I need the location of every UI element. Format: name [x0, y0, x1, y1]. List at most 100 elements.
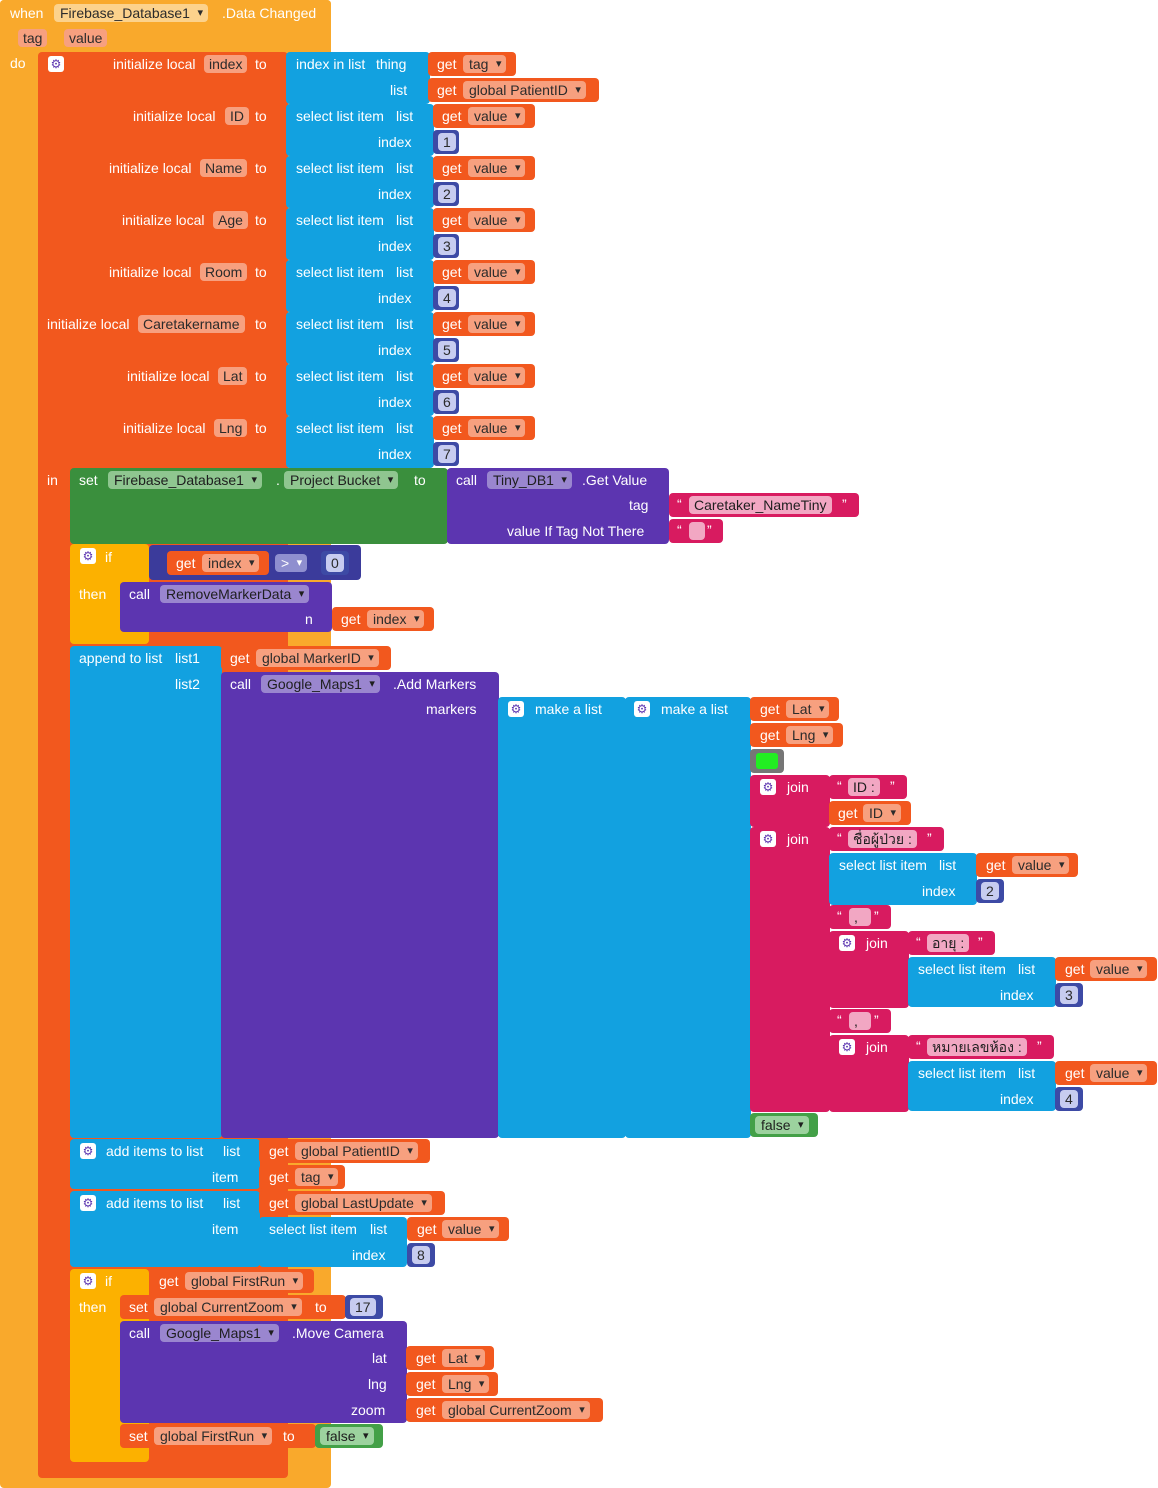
number-field[interactable]: 4 — [1060, 1090, 1078, 1108]
var-dropdown-index[interactable]: index — [202, 554, 260, 572]
gear-icon[interactable]: ⚙ — [508, 701, 524, 717]
select-list-item-block[interactable] — [286, 416, 434, 468]
var-dropdown-lng[interactable]: Lng — [786, 726, 834, 744]
var-dropdown-lat[interactable]: Lat — [786, 700, 830, 718]
var-dropdown-value[interactable]: value — [468, 367, 526, 385]
var-dropdown-lng[interactable]: Lng — [442, 1375, 490, 1393]
var-dropdown-currentzoom[interactable]: global CurrentZoom — [442, 1401, 590, 1419]
var-dropdown-value[interactable]: value — [468, 211, 526, 229]
local-name-name[interactable]: Name — [200, 159, 248, 177]
var-dropdown-patientid[interactable]: global PatientID — [463, 81, 586, 99]
select-list-item-block[interactable] — [286, 104, 434, 156]
text-field-comma[interactable]: , — [849, 908, 871, 926]
select-list-item-name[interactable] — [829, 853, 977, 905]
var-dropdown-id[interactable]: ID — [863, 804, 901, 822]
text-field-id[interactable]: ID : — [848, 778, 880, 796]
gear-icon[interactable]: ⚙ — [760, 779, 776, 795]
event-component-dropdown[interactable]: Firebase_Database1 — [54, 4, 208, 22]
boolean-dropdown[interactable]: false — [755, 1116, 809, 1134]
select-list-item-block[interactable] — [286, 312, 434, 364]
gear-icon[interactable]: ⚙ — [80, 1143, 96, 1159]
text-field-patient-name[interactable]: ชื่อผู้ป่วย : — [848, 830, 917, 848]
index-in-list-block[interactable] — [286, 52, 430, 104]
var-dropdown-value[interactable]: value — [1012, 856, 1070, 874]
number-field[interactable]: 2 — [981, 882, 999, 900]
param-tag[interactable]: tag — [18, 29, 48, 47]
var-dropdown-lastupdate[interactable]: global LastUpdate — [295, 1194, 432, 1212]
add-items-to-list-patientid[interactable] — [70, 1139, 260, 1189]
gear-icon[interactable]: ⚙ — [634, 701, 650, 717]
var-dropdown-tag[interactable]: tag — [295, 1168, 339, 1186]
number-field[interactable]: 0 — [326, 554, 344, 572]
local-name-id[interactable]: ID — [225, 107, 249, 125]
number-field[interactable]: 6 — [438, 393, 456, 411]
number-field[interactable]: 1 — [438, 133, 456, 151]
var-dropdown-value[interactable]: value — [468, 419, 526, 437]
select-list-item-block[interactable] — [286, 208, 434, 260]
local-name-lng[interactable]: Lng — [214, 419, 248, 437]
var-dropdown-currentzoom[interactable]: global CurrentZoom — [154, 1298, 302, 1316]
number-field[interactable]: 3 — [438, 237, 456, 255]
number-field[interactable]: 8 — [412, 1246, 430, 1264]
local-name-age[interactable]: Age — [213, 211, 248, 229]
var-dropdown-value[interactable]: value — [1090, 960, 1148, 978]
operator-dropdown[interactable]: > — [275, 554, 308, 572]
gear-icon[interactable]: ⚙ — [80, 1273, 96, 1289]
boolean-dropdown[interactable]: false — [320, 1427, 374, 1445]
join-block-patient[interactable] — [750, 827, 830, 1112]
maps-component-dropdown[interactable]: Google_Maps1 — [261, 675, 380, 693]
make-a-list-outer[interactable] — [498, 697, 626, 1138]
text-field-tag[interactable]: Caretaker_NameTiny — [689, 496, 832, 514]
number-field[interactable]: 7 — [438, 445, 456, 463]
param-value[interactable]: value — [64, 29, 108, 47]
number-field[interactable]: 2 — [438, 185, 456, 203]
local-name-room[interactable]: Room — [200, 263, 248, 281]
var-dropdown-value[interactable]: value — [1090, 1064, 1148, 1082]
gear-icon[interactable]: ⚙ — [48, 56, 64, 72]
number-field[interactable]: 3 — [1060, 986, 1078, 1004]
number-field[interactable]: 4 — [438, 289, 456, 307]
local-name-caretakername[interactable]: Caretakername — [138, 315, 245, 333]
append-to-list-block[interactable] — [70, 646, 222, 1138]
make-a-list-inner[interactable] — [625, 697, 751, 1138]
var-dropdown-firstrun[interactable]: global FirstRun — [185, 1272, 304, 1290]
gear-icon[interactable]: ⚙ — [80, 548, 96, 564]
gear-icon[interactable]: ⚙ — [839, 1039, 855, 1055]
add-items-to-list-lastupdate[interactable] — [70, 1191, 260, 1267]
local-name-index[interactable]: index — [204, 55, 248, 73]
text-field-age[interactable]: อายุ : — [927, 934, 970, 952]
text-field-comma[interactable]: , — [849, 1012, 871, 1030]
set-property-dropdown[interactable]: Project Bucket — [284, 471, 399, 489]
var-dropdown-lat[interactable]: Lat — [442, 1349, 486, 1367]
tinydb-component-dropdown[interactable]: Tiny_DB1 — [487, 471, 572, 489]
call-add-markers-block[interactable] — [221, 672, 499, 1138]
maps-component-dropdown[interactable]: Google_Maps1 — [160, 1324, 279, 1342]
select-list-item-block[interactable] — [286, 156, 434, 208]
select-list-item-room[interactable] — [908, 1061, 1056, 1111]
var-dropdown-firstrun[interactable]: global FirstRun — [154, 1427, 273, 1445]
select-list-item-block[interactable] — [286, 364, 434, 416]
gear-icon[interactable]: ⚙ — [80, 1195, 96, 1211]
number-field[interactable]: 5 — [438, 341, 456, 359]
local-name-lat[interactable]: Lat — [218, 367, 248, 385]
var-dropdown-value[interactable]: value — [468, 107, 526, 125]
var-dropdown-tag[interactable]: tag — [463, 55, 507, 73]
gear-icon[interactable]: ⚙ — [839, 935, 855, 951]
color-swatch[interactable] — [756, 753, 778, 769]
text-field-room[interactable]: หมายเลขห้อง : — [927, 1038, 1027, 1056]
var-dropdown-patientid[interactable]: global PatientID — [295, 1142, 418, 1160]
select-list-item-block[interactable] — [286, 260, 434, 312]
var-dropdown-value[interactable]: value — [468, 159, 526, 177]
var-dropdown-value[interactable]: value — [468, 315, 526, 333]
var-dropdown-marker-id[interactable]: global MarkerID — [256, 649, 379, 667]
select-list-item-lastupdate[interactable] — [259, 1217, 407, 1267]
number-field[interactable]: 17 — [350, 1298, 376, 1316]
select-list-item-age[interactable] — [908, 957, 1056, 1007]
var-dropdown-value[interactable]: value — [468, 263, 526, 281]
procedure-dropdown[interactable]: RemoveMarkerData — [160, 585, 310, 603]
var-dropdown-index[interactable]: index — [367, 610, 425, 628]
var-dropdown-value[interactable]: value — [442, 1220, 500, 1238]
set-component-dropdown[interactable]: Firebase_Database1 — [108, 471, 262, 489]
text-field-empty[interactable] — [689, 522, 705, 540]
gear-icon[interactable]: ⚙ — [760, 831, 776, 847]
